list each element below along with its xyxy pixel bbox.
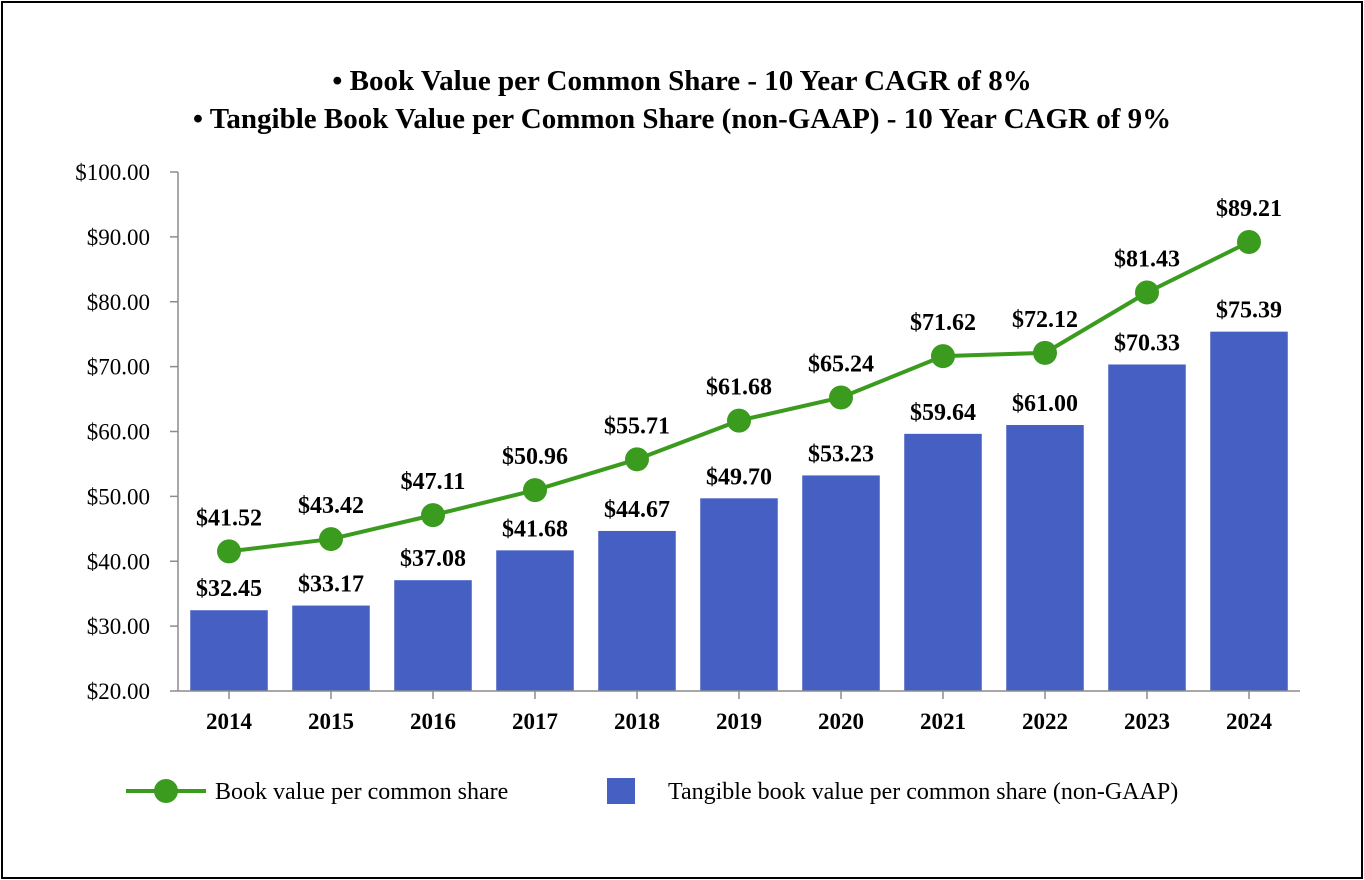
bar-data-label: $44.67	[604, 497, 670, 523]
chart-title: • Book Value per Common Share - 10 Year …	[0, 62, 1364, 138]
y-tick-label: $70.00	[87, 355, 150, 380]
y-tick-label: $30.00	[87, 614, 150, 639]
y-tick-label: $90.00	[87, 225, 150, 250]
line-point	[829, 385, 853, 410]
line-point	[319, 527, 343, 552]
bar	[292, 605, 370, 691]
line-data-label: $41.52	[196, 505, 262, 531]
bar-data-label: $53.23	[808, 441, 874, 467]
x-tick-label: 2017	[512, 709, 558, 734]
bar-data-label: $49.70	[706, 464, 772, 490]
y-tick-label: $60.00	[87, 420, 150, 445]
chart-title-line-1: • Book Value per Common Share - 10 Year …	[332, 65, 1032, 97]
x-tick-label: 2015	[308, 709, 354, 734]
bar	[496, 550, 574, 691]
line-point	[1237, 230, 1261, 255]
line-point	[625, 447, 649, 472]
line-data-label: $50.96	[502, 444, 568, 470]
bar-data-label: $32.45	[196, 576, 262, 602]
x-tick-label: 2021	[920, 709, 966, 734]
line-point	[1033, 340, 1057, 365]
line-point	[727, 408, 751, 433]
line-point	[523, 478, 547, 503]
y-tick-label: $40.00	[87, 549, 150, 574]
x-tick-label: 2019	[716, 709, 762, 734]
x-tick-label: 2024	[1226, 709, 1273, 734]
line-point	[217, 539, 241, 564]
line-data-label: $89.21	[1216, 196, 1282, 222]
x-tick-label: 2022	[1022, 709, 1068, 734]
line-data-label: $43.42	[298, 493, 364, 519]
bar	[1006, 425, 1084, 691]
x-tick-label: 2014	[206, 709, 253, 734]
y-tick-label: $20.00	[87, 679, 150, 704]
chart-title-line-2: • Tangible Book Value per Common Share (…	[192, 103, 1172, 135]
line-data-label: $65.24	[808, 352, 874, 378]
y-tick-label: $80.00	[87, 290, 150, 315]
line-point	[1135, 280, 1159, 305]
legend-bar-swatch	[607, 778, 635, 804]
bar	[190, 610, 268, 691]
line-data-label: $72.12	[1012, 307, 1078, 333]
line-point	[931, 344, 955, 369]
legend-line-marker	[154, 779, 178, 803]
bar-data-label: $61.00	[1012, 391, 1078, 417]
bar	[700, 498, 778, 691]
line-data-label: $61.68	[706, 375, 772, 401]
bar-data-label: $33.17	[298, 572, 364, 598]
y-tick-label: $100.00	[75, 160, 150, 185]
bar-data-label: $59.64	[910, 400, 976, 426]
line-point	[421, 503, 445, 528]
line-data-label: $55.71	[604, 413, 670, 439]
y-tick-label: $50.00	[87, 484, 150, 509]
x-tick-label: 2016	[410, 709, 456, 734]
line-data-label: $81.43	[1114, 246, 1180, 272]
x-tick-label: 2023	[1124, 709, 1170, 734]
bar-data-label: $41.68	[502, 516, 568, 542]
legend-label-book-value: Book value per common share	[215, 779, 508, 805]
bar	[394, 580, 472, 691]
bar	[1108, 364, 1186, 691]
bar-data-label: $70.33	[1114, 330, 1180, 356]
bar	[598, 530, 676, 691]
line-data-label: $47.11	[401, 469, 466, 495]
bar	[1210, 331, 1288, 691]
legend-label-tangible-book-value: Tangible book value per common share (no…	[668, 779, 1178, 805]
x-tick-label: 2020	[818, 709, 864, 734]
bar	[904, 433, 982, 691]
bar	[802, 475, 880, 691]
x-tick-label: 2018	[614, 709, 660, 734]
line-data-label: $71.62	[910, 310, 976, 336]
bar-data-label: $75.39	[1216, 298, 1282, 324]
bar-data-label: $37.08	[400, 546, 466, 572]
